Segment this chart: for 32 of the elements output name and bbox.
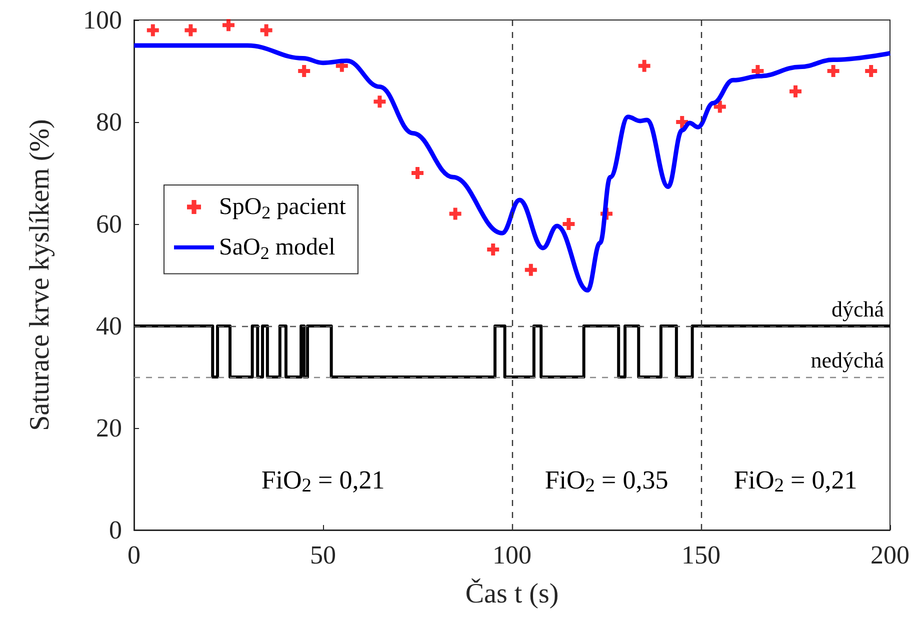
point xyxy=(298,65,310,77)
x-tick-label: 150 xyxy=(682,540,720,570)
point xyxy=(222,19,234,32)
point xyxy=(676,116,688,128)
y-tick-label: 20 xyxy=(96,414,122,442)
point xyxy=(865,65,878,77)
x-axis-title: Čas t (s) xyxy=(465,578,559,610)
y-tick-label: 40 xyxy=(96,312,122,340)
point xyxy=(487,244,500,256)
x-tick-label: 100 xyxy=(492,540,532,570)
point xyxy=(524,264,537,276)
x-tick-label: 0 xyxy=(128,540,140,570)
point xyxy=(827,65,840,77)
point xyxy=(260,24,272,36)
point xyxy=(790,85,802,98)
point xyxy=(412,167,424,179)
y-tick-label: 100 xyxy=(83,6,122,34)
point xyxy=(184,24,197,36)
point xyxy=(638,60,650,72)
ref-line-label: nedýchá xyxy=(810,348,884,372)
y-tick-label: 0 xyxy=(109,516,122,544)
point xyxy=(449,208,462,220)
point xyxy=(562,218,575,230)
y-axis-title: Saturace krve kyslíkem (%) xyxy=(24,119,56,431)
point xyxy=(714,100,726,113)
point xyxy=(374,96,386,108)
y-tick-label: 80 xyxy=(96,108,122,136)
point xyxy=(146,24,159,36)
ref-line-label: dýchá xyxy=(831,296,884,322)
x-tick-label: 50 xyxy=(310,540,336,570)
y-tick-label: 60 xyxy=(96,210,122,238)
x-tick-label: 200 xyxy=(870,540,910,570)
